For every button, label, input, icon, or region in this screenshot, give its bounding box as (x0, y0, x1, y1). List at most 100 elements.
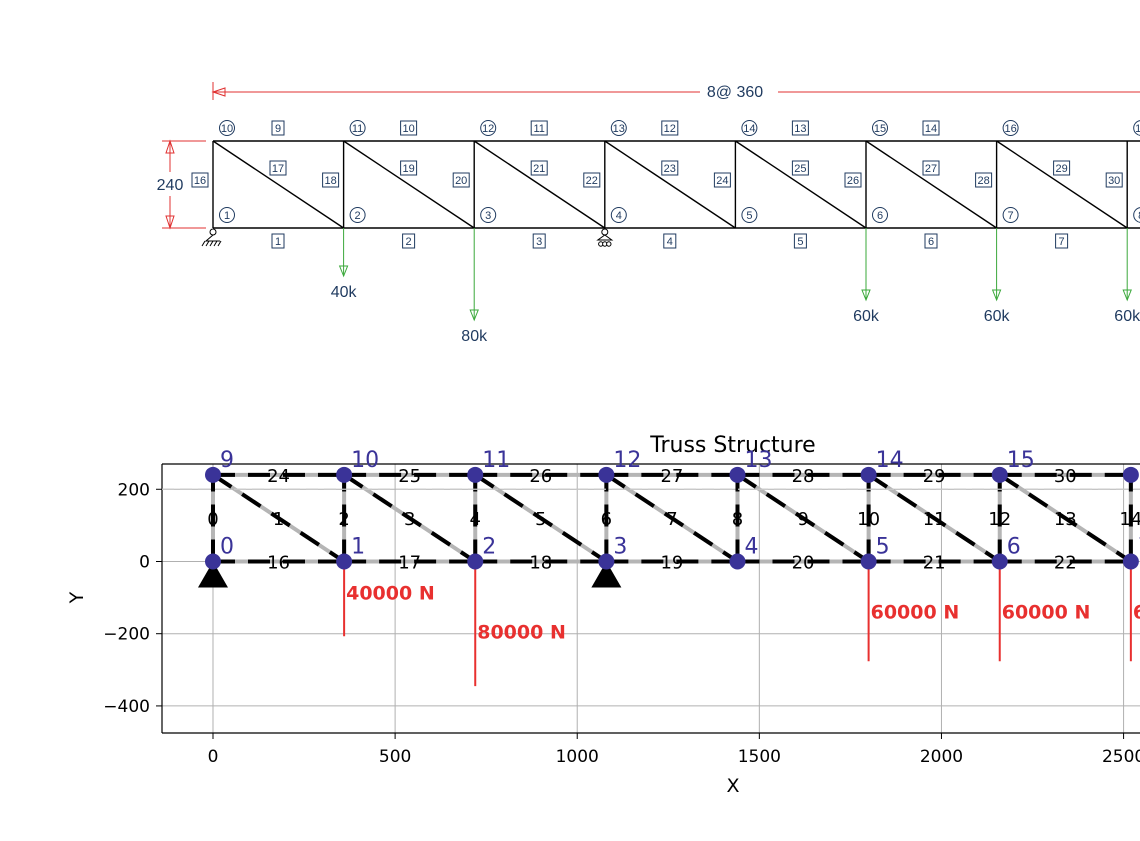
joint-label-top-circle (349, 120, 366, 136)
member-label-vertical-box (975, 172, 993, 188)
member-label-bottom-box (1055, 233, 1069, 249)
member-label-diagonal-box (1053, 160, 1071, 176)
diagonal-member (343, 140, 475, 229)
member-label: 4 (470, 509, 481, 530)
member-label-top-box (400, 120, 418, 136)
member-label-bottom: 1 (275, 236, 281, 248)
member-label-diagonal: 19 (402, 163, 414, 175)
member-label-diagonal-box (922, 160, 940, 176)
member-label: 2 (338, 509, 349, 530)
member-line (474, 473, 608, 564)
member-label-bottom: 2 (406, 236, 412, 248)
member-label-diagonal-box (269, 160, 287, 176)
member-label-diagonal: 17 (272, 163, 284, 175)
truss-sketch: 8@ 3602401234567810111213141516171234567… (157, 82, 1140, 345)
node-label: 0 (220, 534, 234, 559)
node-marker (598, 466, 615, 483)
node-label: 7 (1138, 534, 1140, 559)
joint-label-bottom: 5 (746, 210, 752, 222)
member-label: 14 (1119, 509, 1140, 530)
node-label: 14 (876, 448, 904, 473)
support-triangle-icon (197, 561, 228, 588)
joint-label-bottom: 6 (877, 210, 883, 222)
node-label: 10 (351, 448, 379, 473)
load-label: 80000 N (477, 621, 566, 643)
member-label-vertical: 24 (716, 175, 728, 187)
y-axis-label: Y (66, 591, 88, 604)
load-arrow-head (1122, 289, 1132, 302)
member-label-vertical: 18 (324, 175, 336, 187)
node-marker (729, 553, 746, 570)
member-label-top-box (530, 120, 548, 136)
node-label: 13 (744, 448, 772, 473)
joint-label-top-circle (741, 120, 758, 136)
dim-height-arrow-up (165, 139, 175, 154)
node-marker (336, 466, 353, 483)
member-label-diagonal: 21 (533, 163, 545, 175)
member-label-vertical-box (1105, 172, 1123, 188)
member-label: 6 (601, 509, 612, 530)
member-label-top: 9 (275, 123, 281, 135)
node-label: 4 (744, 534, 758, 559)
member-label: 25 (398, 466, 421, 487)
member-label-bottom: 7 (1059, 236, 1065, 248)
x-tick-label: 1500 (738, 747, 781, 767)
member-label-top: 12 (664, 123, 676, 135)
load-label: 60k (853, 308, 880, 325)
node-marker (1122, 553, 1139, 570)
member-label: 20 (792, 552, 815, 573)
member-label: 10 (857, 509, 880, 530)
joint-label-top: 17 (1135, 123, 1140, 135)
y-tick-label: 0 (139, 552, 150, 572)
joint-label-top: 11 (352, 123, 363, 135)
node-marker (729, 466, 746, 483)
member-label: 21 (923, 552, 946, 573)
member-label-diagonal: 23 (664, 163, 676, 175)
member-label: 19 (660, 552, 683, 573)
load-label: 60000 N (871, 601, 960, 623)
joint-label-top: 12 (482, 123, 494, 135)
node-marker (991, 466, 1008, 483)
member-label-vertical: 28 (977, 175, 989, 187)
x-tick-label: 2500 (1102, 747, 1140, 767)
joint-label-bottom-circle (480, 207, 497, 223)
member-label-diagonal: 27 (925, 163, 937, 175)
x-tick-label: 2000 (920, 747, 963, 767)
pin-support-hatch (217, 240, 222, 247)
joint-label-top: 13 (613, 123, 625, 135)
member-label-vertical-box (844, 172, 862, 188)
member-label-vertical: 16 (194, 175, 206, 187)
joint-label-bottom-circle (872, 207, 888, 223)
support-triangle-icon (591, 561, 622, 588)
member-line (736, 473, 870, 564)
node-label: 6 (1007, 534, 1021, 559)
diagonal-member (473, 140, 606, 229)
roller-support-icon (596, 234, 614, 241)
dim-height-arrow-down (165, 215, 175, 230)
member-label: 7 (666, 509, 677, 530)
x-tick-label: 1000 (556, 747, 599, 767)
member-label: 24 (267, 466, 290, 487)
dim-height-label: 240 (157, 177, 184, 194)
dim-span-label: 8@ 360 (707, 84, 763, 101)
member-label-vertical: 20 (455, 175, 467, 187)
node-marker (991, 553, 1008, 570)
x-tick-label: 0 (208, 747, 219, 767)
joint-label-top: 16 (1004, 123, 1016, 135)
roller-wheel-icon (606, 241, 612, 247)
member-label-vertical: 22 (586, 175, 598, 187)
member-label-vertical: 30 (1108, 175, 1120, 187)
member-label-top-box (271, 120, 285, 136)
joint-label-top-circle (1002, 120, 1019, 136)
joint-label-top-circle (872, 120, 888, 136)
diagonal-member (735, 140, 867, 229)
member-label-bottom-box (663, 233, 677, 249)
member-label-bottom-box (924, 233, 938, 249)
member-label-top-box (661, 120, 679, 136)
joint-label-bottom-circle (741, 207, 758, 223)
joint-label-top-circle (480, 120, 497, 136)
member-label-diagonal: 29 (1055, 163, 1067, 175)
joint-label-top: 15 (874, 123, 886, 135)
member-label-bottom-box (271, 233, 285, 249)
node-marker (467, 466, 484, 483)
